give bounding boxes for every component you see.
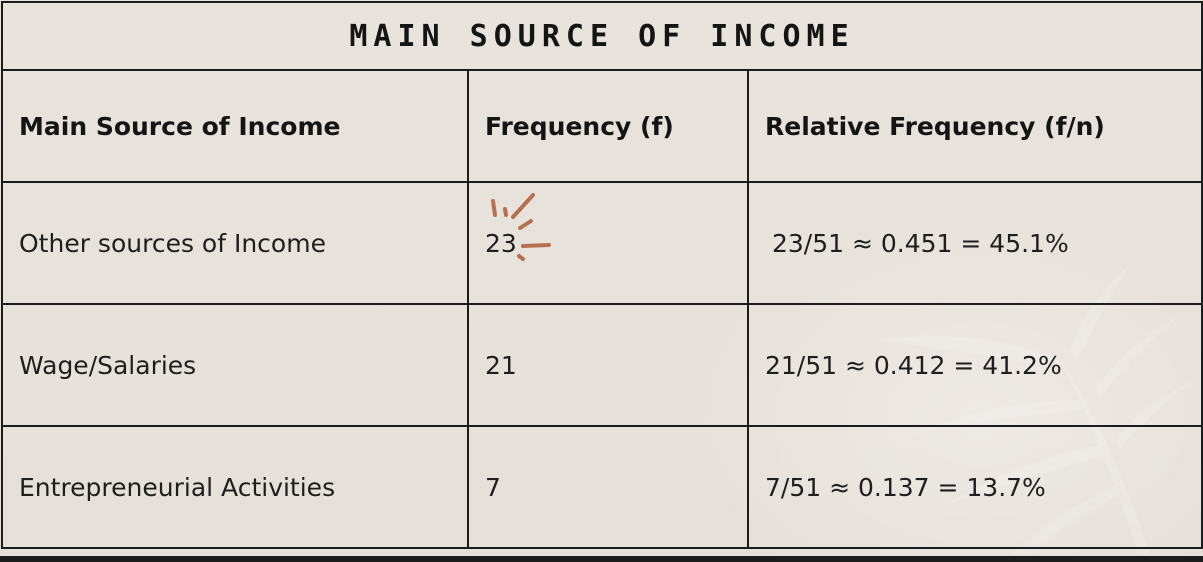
relative-value: 23/51 ≈ 0.451 = 45.1% (772, 228, 1069, 258)
header-source: Main Source of Income (1, 69, 469, 183)
table-title: MAIN SOURCE OF INCOME (0, 1, 1203, 71)
header-frequency: Frequency (f) (467, 69, 749, 183)
frequency-value: 23 (485, 228, 517, 258)
table-row: Other sources of Income 23 (1, 181, 1203, 305)
table-row: Wage/Salaries 21 21/51 ≈ 0.412 = 41.2% (1, 303, 1203, 427)
header-relative-frequency: Relative Frequency (f/n) (746, 69, 1203, 183)
cell-frequency: 7 (467, 425, 749, 549)
income-frequency-table: MAIN SOURCE OF INCOME Main Source of Inc… (0, 1, 1203, 549)
cell-source: Wage/Salaries (1, 303, 469, 427)
cell-frequency: 21 (467, 303, 749, 427)
cell-relative: 23/51 ≈ 0.451 = 45.1% (746, 181, 1203, 305)
bottom-border (0, 556, 1203, 562)
cell-relative: 21/51 ≈ 0.412 = 41.2% (746, 303, 1203, 427)
cell-source: Entrepreneurial Activities (1, 425, 469, 549)
cell-relative: 7/51 ≈ 0.137 = 13.7% (746, 425, 1203, 549)
table-row: Entrepreneurial Activities 7 7/51 ≈ 0.13… (1, 425, 1203, 549)
bottom-border-gap (0, 554, 1203, 556)
sparkle-doodle-icon (491, 192, 551, 261)
cell-source: Other sources of Income (1, 181, 469, 305)
cell-frequency: 23 (467, 181, 749, 305)
